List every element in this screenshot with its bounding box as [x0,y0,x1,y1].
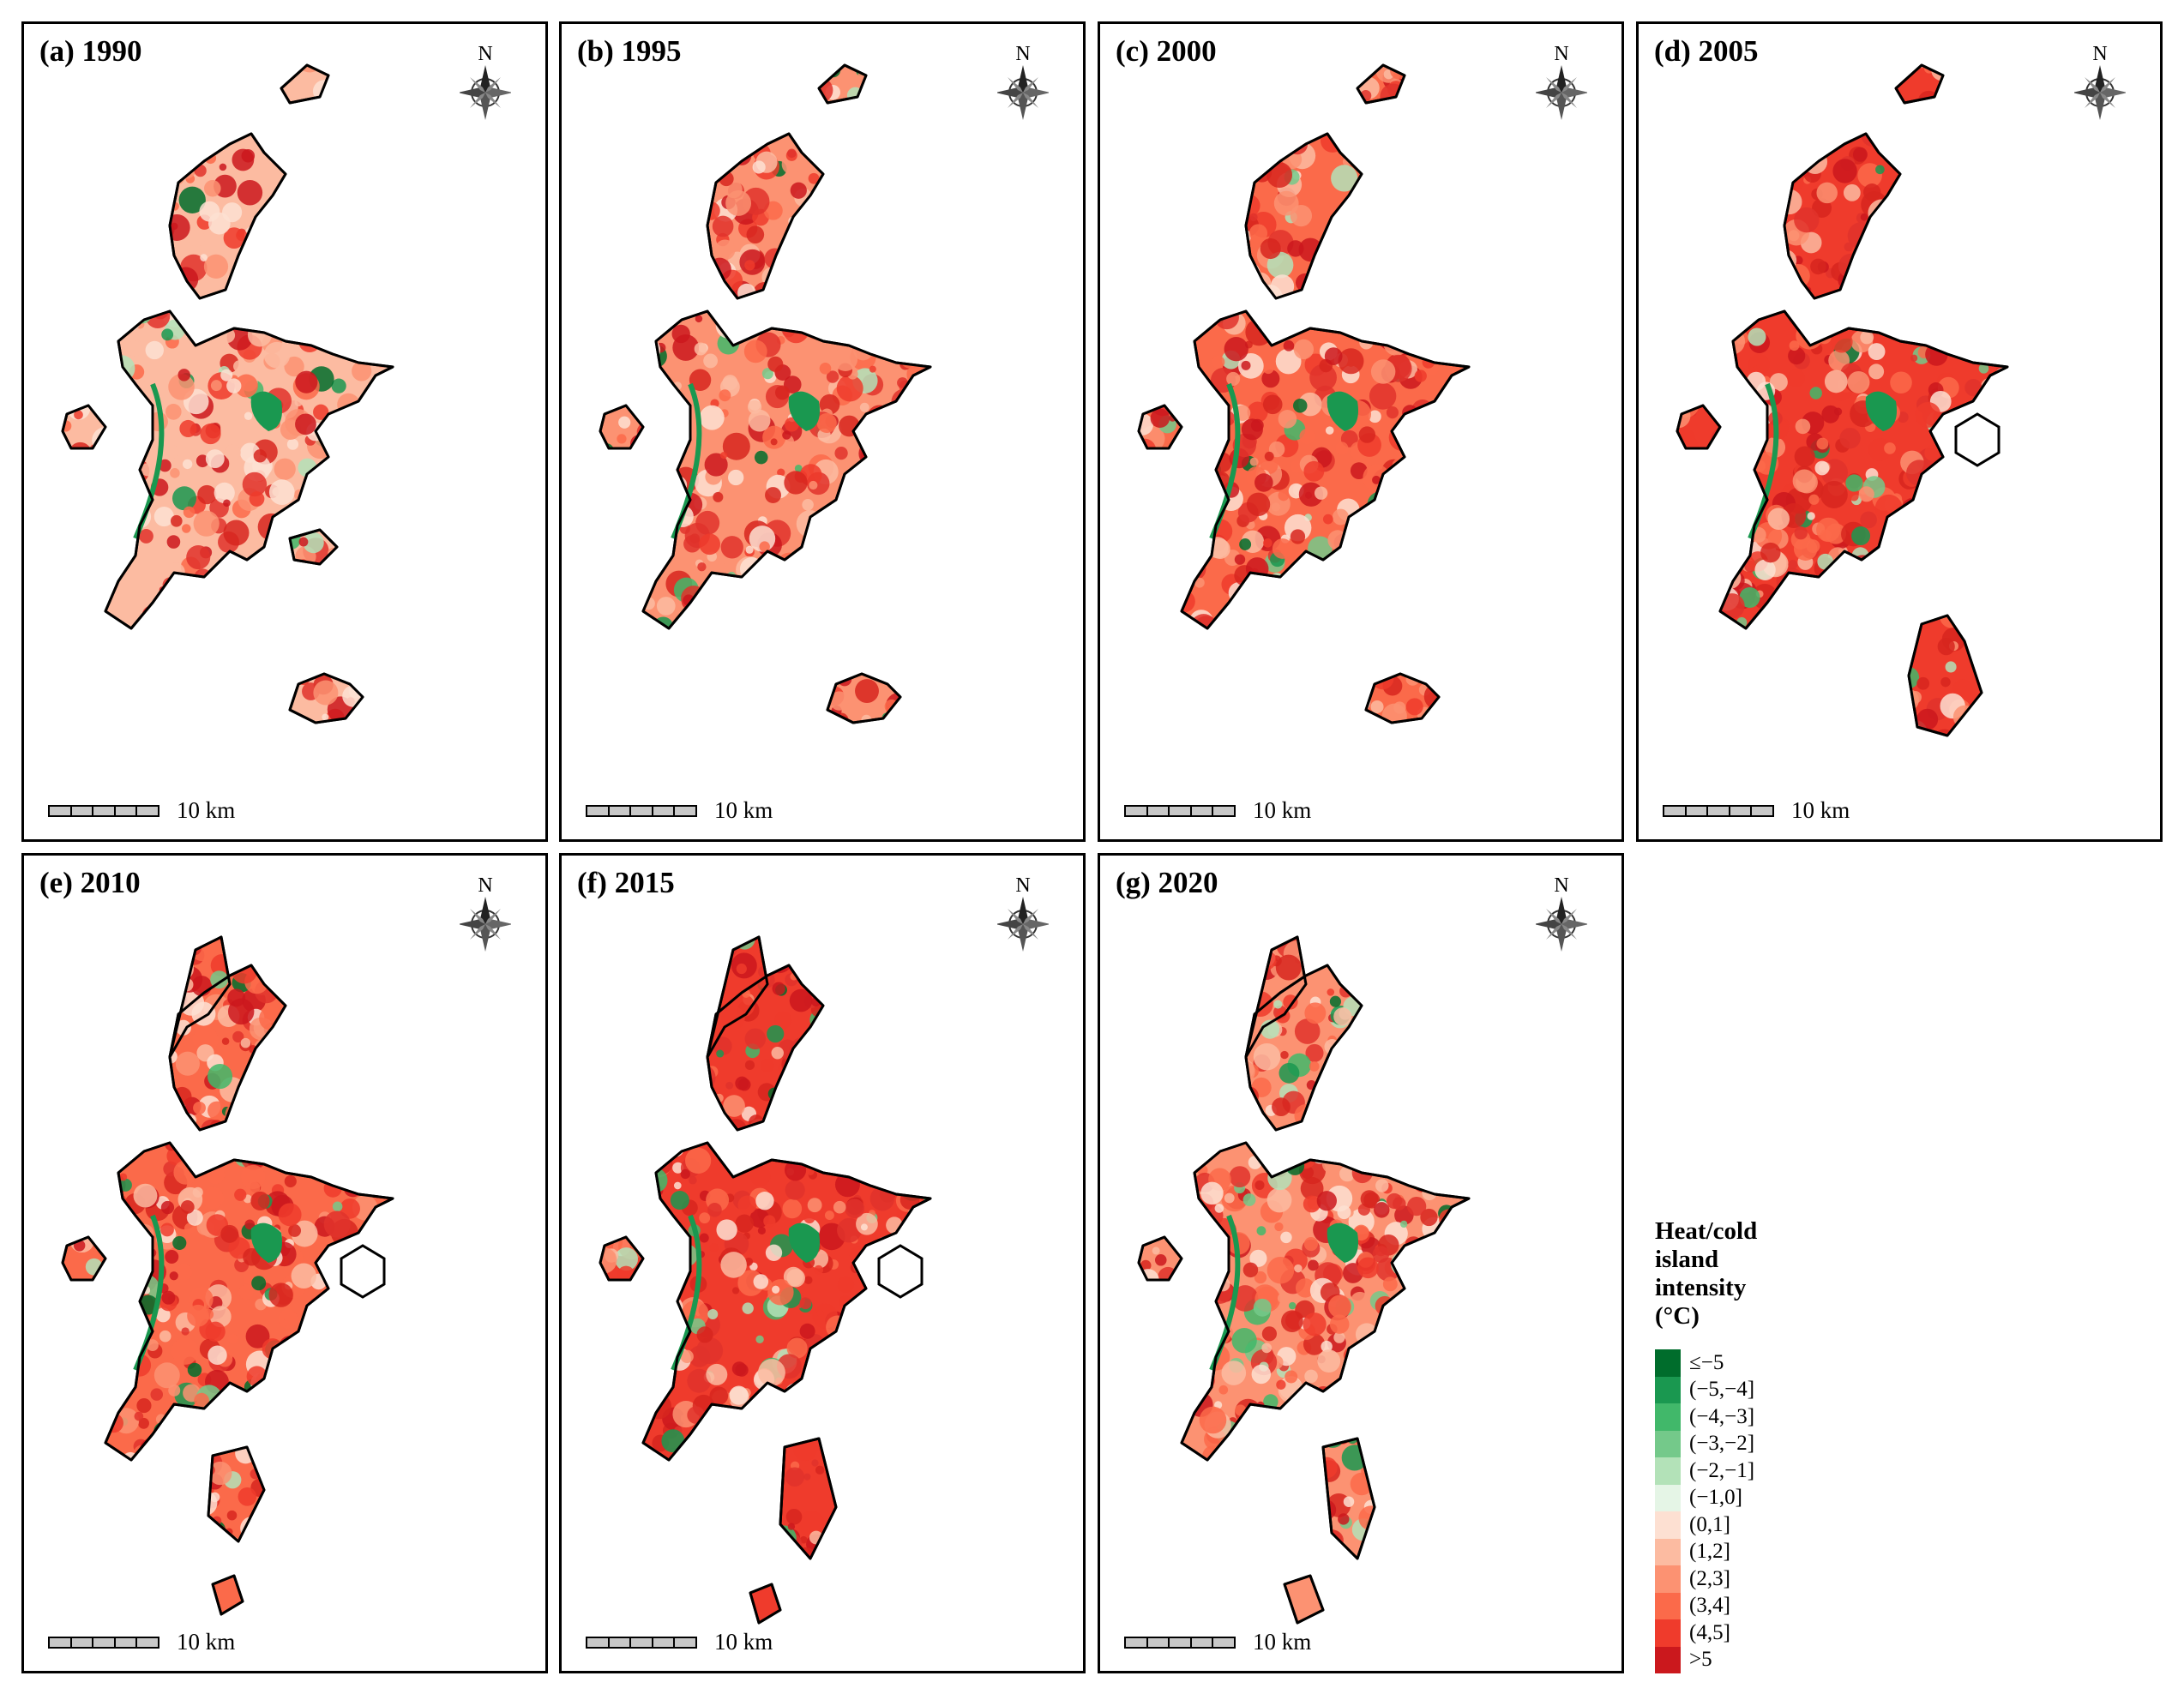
scale-label: 10 km [714,1629,773,1655]
legend-label: ≤−5 [1689,1350,1724,1374]
legend-item: (0,1] [1655,1511,1826,1539]
legend-label: (−4,−3] [1689,1404,1755,1428]
legend-swatch [1655,1538,1681,1565]
north-arrow-icon: N [1536,874,1587,952]
scale-bar [586,1637,697,1649]
legend-item: ≤−5 [1655,1349,1826,1377]
scale-label: 10 km [1253,1629,1312,1655]
urban-map-2005 [1676,63,2009,737]
legend-swatch [1655,1430,1681,1457]
north-arrow-icon: N [1536,43,1587,120]
panel-title: (f) 2015 [577,866,675,899]
legend-item: (3,4] [1655,1592,1826,1619]
panel-2020: (g) 2020 N 10 km [1098,853,1624,1673]
panel-2000: (c) 2000 N 10 km [1098,21,1624,842]
panel-2015: (f) 2015 N 10 km [559,853,1086,1673]
legend-label: (2,3] [1689,1566,1730,1590]
scale-label: 10 km [714,797,773,823]
legend-items: ≤−5 (−5,−4] (−4,−3] (−3,−2] (−2,−1] (−1,0] (0,… [1655,1349,1826,1673]
legend-label: (−3,−2] [1689,1432,1755,1456]
north-arrow-icon: N [460,43,511,120]
scale-bar [48,1637,159,1649]
scale-label: 10 km [1253,797,1312,823]
legend-item: (4,5] [1655,1619,1826,1647]
legend-swatch [1655,1511,1681,1539]
legend-label: (−2,−1] [1689,1458,1755,1482]
urban-map-1995 [599,63,932,724]
scale-label: 10 km [1791,797,1850,823]
north-label: N [2092,43,2107,65]
legend-item: (−2,−1] [1655,1457,1826,1485]
scale-bar [1663,805,1774,817]
legend-title: Heat/cold island intensity (°C) [1655,1217,1758,1330]
legend-swatch [1655,1349,1681,1377]
legend-label: >5 [1689,1648,1712,1672]
panel-1995: (b) 1995 N 10 km [559,21,1086,842]
urban-map-2010 [61,935,394,1616]
urban-map-2000 [1137,63,1471,724]
urban-map-1990 [61,63,394,724]
north-label: N [478,43,492,65]
legend-label: (−1,0] [1689,1486,1742,1510]
legend-label: (0,1] [1689,1512,1730,1536]
urban-map-2020 [1137,935,1471,1625]
legend-label: (4,5] [1689,1620,1730,1644]
north-arrow-icon: N [997,874,1049,952]
panel-title: (g) 2020 [1116,866,1218,899]
panel-2005: (d) 2005 N 10 km [1636,21,2163,842]
panel-title: (b) 1995 [577,34,682,68]
legend-swatch [1655,1457,1681,1485]
legend-item: (−3,−2] [1655,1430,1826,1457]
panel-title: (e) 2010 [39,866,141,899]
legend-swatch [1655,1565,1681,1593]
panel-title: (a) 1990 [39,34,142,68]
panel-1990: (a) 1990 N 10 km [21,21,548,842]
legend-label: (−5,−4] [1689,1378,1755,1402]
scale-label: 10 km [177,1629,236,1655]
legend-item: >5 [1655,1646,1826,1673]
legend-item: (2,3] [1655,1565,1826,1593]
panel-title: (d) 2005 [1654,34,1759,68]
north-label: N [1554,874,1568,897]
legend-label: (1,2] [1689,1540,1730,1564]
legend-item: (−5,−4] [1655,1376,1826,1403]
north-label: N [478,874,492,897]
legend-item: (−4,−3] [1655,1403,1826,1431]
scale-label: 10 km [177,797,236,823]
north-label: N [1015,43,1030,65]
north-label: N [1554,43,1568,65]
legend-item: (−1,0] [1655,1484,1826,1511]
legend-swatch [1655,1484,1681,1511]
north-arrow-icon: N [997,43,1049,120]
scale-bar [1124,805,1236,817]
legend-label: (3,4] [1689,1594,1730,1618]
urban-map-2015 [599,935,932,1625]
north-label: N [1015,874,1030,897]
north-arrow-icon: N [460,874,511,952]
panel-2010: (e) 2010 N 10 km [21,853,548,1673]
north-arrow-icon: N [2074,43,2126,120]
panel-title: (c) 2000 [1116,34,1217,68]
legend-swatch [1655,1376,1681,1403]
legend-swatch [1655,1646,1681,1673]
legend-swatch [1655,1403,1681,1431]
legend-item: (1,2] [1655,1538,1826,1565]
legend-swatch [1655,1619,1681,1647]
scale-bar [1124,1637,1236,1649]
legend: Heat/cold island intensity (°C) ≤−5 (−5,−… [1655,1217,1826,1673]
scale-bar [48,805,159,817]
legend-swatch [1655,1592,1681,1619]
scale-bar [586,805,697,817]
